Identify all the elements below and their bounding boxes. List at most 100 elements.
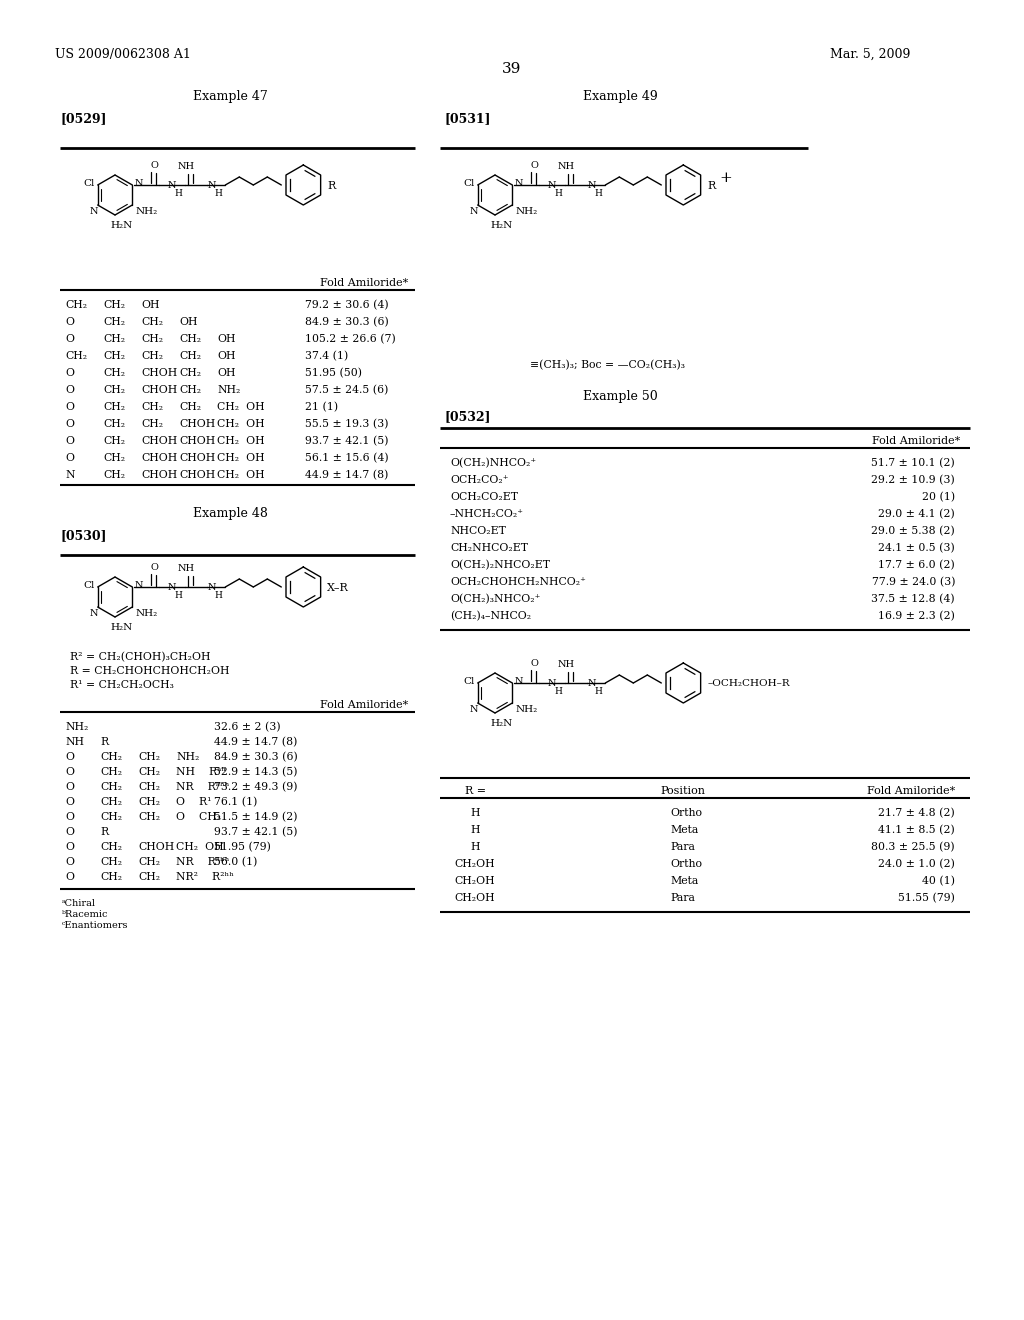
Text: CHOH: CHOH [141,385,177,395]
Text: N: N [134,178,142,187]
Text: N: N [547,678,556,688]
Text: Example 48: Example 48 [193,507,267,520]
Text: O: O [65,752,74,762]
Text: O: O [65,873,74,882]
Text: 51.7 ± 10.1 (2): 51.7 ± 10.1 (2) [871,458,955,469]
Text: H: H [470,842,480,851]
Text: 57.5 ± 24.5 (6): 57.5 ± 24.5 (6) [305,385,388,395]
Text: 44.9 ± 14.7 (8): 44.9 ± 14.7 (8) [305,470,388,480]
Text: 55.5 ± 19.3 (3): 55.5 ± 19.3 (3) [305,418,388,429]
Text: CH₂: CH₂ [100,857,122,867]
Text: 51.95 (79): 51.95 (79) [214,842,271,853]
Text: N: N [90,207,98,216]
Text: O(CH₂)₃NHCO₂⁺: O(CH₂)₃NHCO₂⁺ [450,594,541,605]
Text: NH: NH [178,564,195,573]
Text: Fold Amiloride*: Fold Amiloride* [866,785,955,796]
Text: NH₂: NH₂ [135,609,158,618]
Text: H: H [470,825,480,836]
Text: O: O [65,368,74,378]
Text: OH: OH [179,317,198,327]
Text: CH₂  OH: CH₂ OH [217,436,264,446]
Text: O(CH₂)₂NHCO₂ET: O(CH₂)₂NHCO₂ET [450,560,550,570]
Text: R: R [100,737,109,747]
Text: Para: Para [670,894,695,903]
Text: CH₂: CH₂ [179,334,201,345]
Text: O: O [65,436,74,446]
Text: H: H [470,808,480,818]
Text: 24.0 ± 1.0 (2): 24.0 ± 1.0 (2) [879,859,955,870]
Text: Fold Amiloride*: Fold Amiloride* [319,700,408,710]
Text: Example 49: Example 49 [583,90,657,103]
Text: ᵃChiral: ᵃChiral [62,899,96,908]
Text: CH₂: CH₂ [138,797,160,807]
Text: 24.1 ± 0.5 (3): 24.1 ± 0.5 (3) [879,543,955,553]
Text: 73.2 ± 49.3 (9): 73.2 ± 49.3 (9) [214,781,298,792]
Text: H: H [174,591,182,601]
Text: N: N [207,181,216,190]
Text: Cl: Cl [84,582,95,590]
Text: N: N [514,178,523,187]
Text: O: O [65,317,74,327]
Text: 52.9 ± 14.3 (5): 52.9 ± 14.3 (5) [214,767,298,777]
Text: N: N [134,581,142,590]
Text: CH₂: CH₂ [179,351,201,360]
Text: Mar. 5, 2009: Mar. 5, 2009 [830,48,910,61]
Text: CHOH: CHOH [141,368,177,378]
Text: OH: OH [141,300,160,310]
Text: O: O [65,403,74,412]
Text: CH₂: CH₂ [100,873,122,882]
Text: O: O [65,842,74,851]
Text: H: H [594,189,602,198]
Text: NH₂: NH₂ [65,722,88,733]
Text: O: O [151,161,159,170]
Text: H₂N: H₂N [110,623,132,632]
Text: N: N [65,470,75,480]
Text: NH₂: NH₂ [135,207,158,216]
Text: [0532]: [0532] [445,411,492,422]
Text: R =: R = [465,785,486,796]
Text: Example 50: Example 50 [583,389,657,403]
Text: ᶜEnantiomers: ᶜEnantiomers [62,921,128,931]
Text: H: H [594,686,602,696]
Text: OCH₂CO₂⁺: OCH₂CO₂⁺ [450,475,509,484]
Text: CHOH: CHOH [138,842,174,851]
Text: O: O [530,659,539,668]
Text: CH₂: CH₂ [138,752,160,762]
Text: CH₂: CH₂ [103,368,125,378]
Text: O: O [65,334,74,345]
Text: 51.95 (50): 51.95 (50) [305,368,362,379]
Text: OCH₂CHOHCH₂NHCO₂⁺: OCH₂CHOHCH₂NHCO₂⁺ [450,577,586,587]
Text: N: N [207,583,216,591]
Text: X–R: X–R [328,583,349,593]
Text: NR    Rᵃʰʰ: NR Rᵃʰʰ [176,857,229,867]
Text: ᵇRacemic: ᵇRacemic [62,909,109,919]
Text: 77.9 ± 24.0 (3): 77.9 ± 24.0 (3) [871,577,955,587]
Text: CH₂: CH₂ [141,403,163,412]
Text: (CH₂)₄–NHCO₂: (CH₂)₄–NHCO₂ [450,611,531,622]
Text: H: H [554,686,562,696]
Text: 51.55 (79): 51.55 (79) [898,894,955,903]
Text: O: O [65,453,74,463]
Text: CH₂  OH: CH₂ OH [217,403,264,412]
Text: 37.5 ± 12.8 (4): 37.5 ± 12.8 (4) [871,594,955,605]
Text: US 2009/0062308 A1: US 2009/0062308 A1 [55,48,190,61]
Text: 21.7 ± 4.8 (2): 21.7 ± 4.8 (2) [879,808,955,818]
Text: O: O [65,797,74,807]
Text: OH: OH [217,334,236,345]
Text: [0530]: [0530] [60,529,106,543]
Text: CH₂: CH₂ [103,470,125,480]
Text: O: O [151,564,159,572]
Text: H: H [214,189,222,198]
Text: 32.6 ± 2 (3): 32.6 ± 2 (3) [214,722,281,733]
Text: 20 (1): 20 (1) [922,492,955,503]
Text: CH₂: CH₂ [103,418,125,429]
Text: CH₂: CH₂ [100,842,122,851]
Text: 37.4 (1): 37.4 (1) [305,351,348,362]
Text: CH₂: CH₂ [103,300,125,310]
Text: CH₂: CH₂ [138,767,160,777]
Text: O(CH₂)NHCO₂⁺: O(CH₂)NHCO₂⁺ [450,458,537,469]
Text: N: N [588,181,596,190]
Text: 40 (1): 40 (1) [922,876,955,886]
Text: O: O [65,767,74,777]
Text: CH₂OH: CH₂OH [455,859,496,869]
